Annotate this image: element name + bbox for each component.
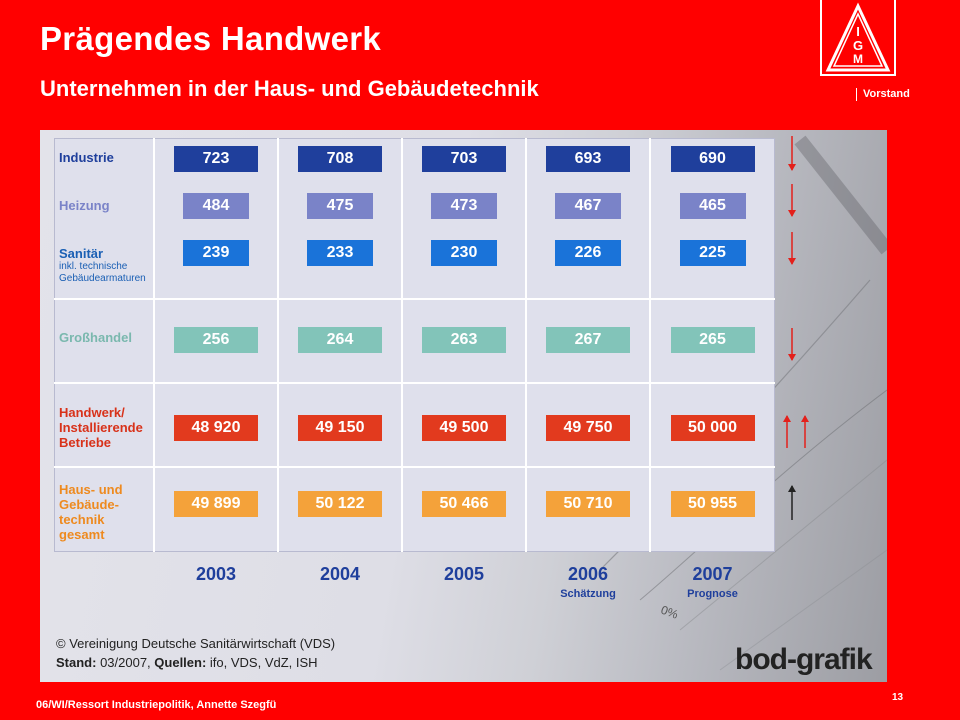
row-label-text: Großhandel bbox=[59, 330, 132, 345]
data-table bbox=[54, 138, 775, 552]
row-sublabel: inkl. technische Gebäudearmaturen bbox=[59, 261, 146, 284]
value-box: 265 bbox=[670, 327, 755, 353]
arrow-down-icon bbox=[788, 328, 796, 361]
arrow-down-icon bbox=[788, 184, 796, 217]
value-box: 239 bbox=[183, 240, 249, 266]
igm-logo: I G M bbox=[820, 0, 896, 76]
value-box: 467 bbox=[555, 193, 621, 219]
value-box: 50 710 bbox=[546, 491, 630, 517]
grid-row-divider bbox=[54, 298, 775, 300]
value-box: 48 920 bbox=[174, 415, 258, 441]
arrow-up-icon bbox=[783, 415, 791, 448]
arrow-down-icon bbox=[788, 232, 796, 265]
value-box: 723 bbox=[174, 146, 258, 172]
value-box: 50 466 bbox=[422, 491, 506, 517]
arrow-up-icon bbox=[788, 485, 796, 520]
header-bar: Prägendes Handwerk Unternehmen in der Ha… bbox=[0, 0, 960, 130]
grid-column-divider bbox=[277, 138, 279, 552]
value-box: 50 122 bbox=[298, 491, 382, 517]
year-note: Schätzung bbox=[560, 588, 616, 600]
value-box: 233 bbox=[307, 240, 373, 266]
arrow-up-icon bbox=[801, 415, 809, 448]
grid-column-divider bbox=[153, 138, 155, 552]
page-title: Prägendes Handwerk bbox=[40, 20, 382, 57]
value-box: 49 500 bbox=[422, 415, 506, 441]
row-label-text: Industrie bbox=[59, 150, 114, 165]
value-box: 50 955 bbox=[670, 491, 755, 517]
stand-label: Stand: bbox=[56, 655, 97, 670]
page-number: 13 bbox=[892, 692, 904, 703]
svg-text:I: I bbox=[856, 24, 860, 39]
stand-value: 03/2007, bbox=[96, 655, 155, 670]
arrow-down-icon bbox=[788, 136, 796, 171]
value-box: 475 bbox=[307, 193, 373, 219]
value-box: 230 bbox=[431, 240, 497, 266]
value-box: 49 899 bbox=[174, 491, 258, 517]
value-box: 256 bbox=[174, 327, 258, 353]
sources-value: ifo, VDS, VdZ, ISH bbox=[206, 655, 318, 670]
trend-arrows bbox=[783, 136, 809, 520]
row-label: Handwerk/ Installierende Betriebe bbox=[59, 405, 151, 450]
grid-row-divider bbox=[54, 466, 775, 468]
year-label: 2006 bbox=[567, 564, 609, 584]
sources-label: Quellen: bbox=[154, 655, 207, 670]
year-note: Prognose bbox=[687, 588, 738, 600]
value-box: 263 bbox=[422, 327, 506, 353]
value-box: 693 bbox=[546, 146, 630, 172]
source-details: Stand: 03/2007, Quellen: ifo, VDS, VdZ, … bbox=[56, 655, 318, 670]
year-label: 2007 bbox=[692, 564, 733, 584]
bod-grafik-logo: bod-grafik bbox=[735, 643, 873, 676]
row-label: Heizung bbox=[59, 198, 151, 213]
row-label: Sanitär inkl. technische Gebäudearmaturen bbox=[59, 246, 151, 285]
row-label-text: Haus- und Gebäude- technik gesamt bbox=[59, 482, 123, 542]
year-label: 2003 bbox=[195, 564, 237, 584]
value-box: 49 750 bbox=[546, 415, 630, 441]
grid-column-divider bbox=[401, 138, 403, 552]
value-box: 708 bbox=[298, 146, 382, 172]
value-box: 225 bbox=[679, 240, 746, 266]
row-label: Industrie bbox=[59, 150, 151, 165]
value-box: 50 000 bbox=[670, 415, 755, 441]
footer-department: 06/WI/Ressort Industriepolitik, Annette … bbox=[36, 699, 277, 711]
igm-logo-icon: I G M bbox=[825, 2, 891, 72]
row-label-text: Heizung bbox=[59, 198, 110, 213]
value-box: 484 bbox=[183, 193, 249, 219]
svg-text:0%: 0% bbox=[659, 603, 680, 622]
value-box: 703 bbox=[422, 146, 506, 172]
value-box: 226 bbox=[555, 240, 621, 266]
value-box: 264 bbox=[298, 327, 382, 353]
source-copyright: © Vereinigung Deutsche Sanitärwirtschaft… bbox=[56, 636, 336, 651]
value-box: 465 bbox=[679, 193, 746, 219]
year-label: 2004 bbox=[319, 564, 361, 584]
grid-column-divider bbox=[649, 138, 651, 552]
svg-text:M: M bbox=[853, 52, 863, 66]
row-label: Haus- und Gebäude- technik gesamt bbox=[59, 482, 151, 542]
grid-column-divider bbox=[525, 138, 527, 552]
row-label-text: Sanitär bbox=[59, 246, 104, 261]
row-label: Großhandel bbox=[59, 330, 151, 345]
org-label: Vorstand bbox=[856, 88, 910, 101]
value-box: 473 bbox=[431, 193, 497, 219]
year-label: 2005 bbox=[443, 564, 485, 584]
value-box: 49 150 bbox=[298, 415, 382, 441]
value-box: 267 bbox=[546, 327, 630, 353]
page-subtitle: Unternehmen in der Haus- und Gebäudetech… bbox=[40, 76, 539, 101]
svg-text:G: G bbox=[853, 38, 863, 53]
row-label-text: Handwerk/ Installierende Betriebe bbox=[59, 405, 143, 450]
value-box: 690 bbox=[670, 146, 755, 172]
grid-row-divider bbox=[54, 382, 775, 384]
